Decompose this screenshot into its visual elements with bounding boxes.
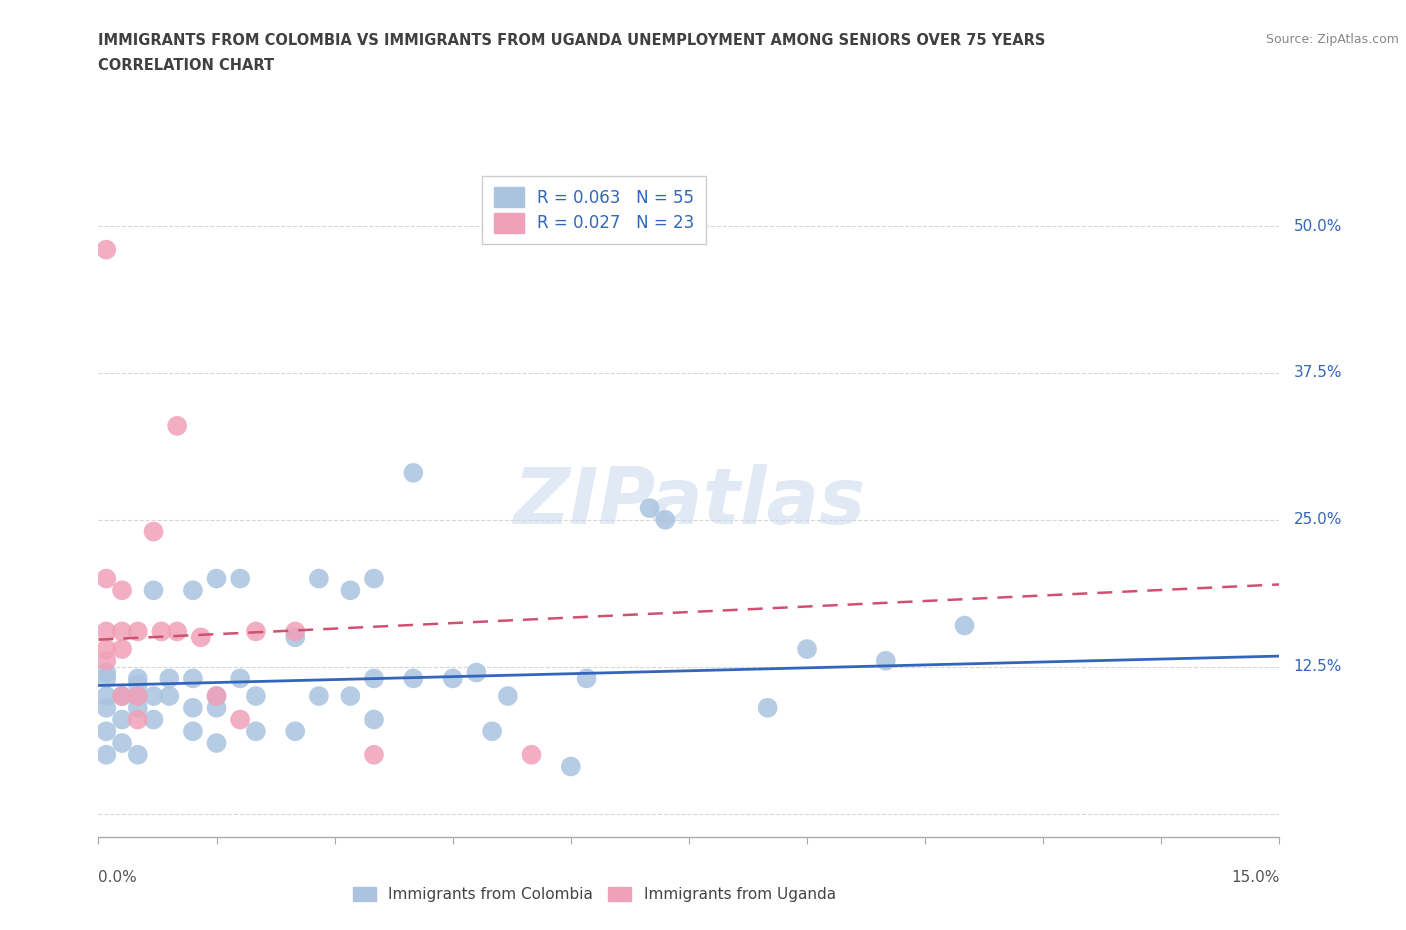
Point — [142, 583, 165, 598]
Point — [96, 700, 118, 715]
Point — [190, 630, 212, 644]
Point — [96, 654, 118, 669]
Legend: Immigrants from Colombia, Immigrants from Uganda: Immigrants from Colombia, Immigrants fro… — [346, 880, 844, 910]
Point — [363, 571, 385, 586]
Point — [654, 512, 676, 527]
Text: 25.0%: 25.0% — [1294, 512, 1341, 527]
Point — [96, 571, 118, 586]
Point — [96, 724, 118, 738]
Point — [796, 642, 818, 657]
Point — [756, 700, 779, 715]
Point — [96, 642, 118, 657]
Point — [284, 624, 307, 639]
Point — [181, 671, 204, 685]
Point — [245, 624, 267, 639]
Point — [111, 736, 134, 751]
Point — [875, 654, 897, 669]
Point — [205, 736, 228, 751]
Point — [496, 688, 519, 703]
Point — [465, 665, 488, 680]
Point — [181, 724, 204, 738]
Point — [402, 671, 425, 685]
Point — [363, 748, 385, 763]
Point — [308, 688, 330, 703]
Point — [157, 671, 180, 685]
Point — [127, 688, 149, 703]
Point — [111, 583, 134, 598]
Point — [181, 583, 204, 598]
Point — [363, 712, 385, 727]
Point — [402, 465, 425, 480]
Point — [245, 688, 267, 703]
Point — [142, 525, 165, 539]
Point — [111, 642, 134, 657]
Point — [127, 748, 149, 763]
Point — [127, 712, 149, 727]
Point — [339, 583, 361, 598]
Point — [245, 724, 267, 738]
Text: 12.5%: 12.5% — [1294, 659, 1341, 674]
Point — [953, 618, 976, 633]
Point — [284, 724, 307, 738]
Point — [205, 688, 228, 703]
Text: 50.0%: 50.0% — [1294, 219, 1341, 233]
Point — [157, 688, 180, 703]
Point — [142, 688, 165, 703]
Point — [96, 624, 118, 639]
Point — [481, 724, 503, 738]
Point — [96, 688, 118, 703]
Point — [111, 688, 134, 703]
Text: IMMIGRANTS FROM COLOMBIA VS IMMIGRANTS FROM UGANDA UNEMPLOYMENT AMONG SENIORS OV: IMMIGRANTS FROM COLOMBIA VS IMMIGRANTS F… — [98, 33, 1046, 47]
Text: Source: ZipAtlas.com: Source: ZipAtlas.com — [1265, 33, 1399, 46]
Point — [229, 671, 252, 685]
Point — [127, 688, 149, 703]
Text: 15.0%: 15.0% — [1232, 870, 1279, 884]
Point — [127, 700, 149, 715]
Point — [142, 712, 165, 727]
Point — [339, 688, 361, 703]
Point — [181, 700, 204, 715]
Point — [308, 571, 330, 586]
Text: ZIPatlas: ZIPatlas — [513, 464, 865, 540]
Point — [229, 571, 252, 586]
Text: 0.0%: 0.0% — [98, 870, 138, 884]
Point — [127, 624, 149, 639]
Point — [520, 748, 543, 763]
Point — [96, 665, 118, 680]
Point — [150, 624, 173, 639]
Point — [575, 671, 598, 685]
Point — [111, 712, 134, 727]
Point — [96, 242, 118, 257]
Point — [111, 624, 134, 639]
Point — [96, 671, 118, 685]
Point — [96, 748, 118, 763]
Text: 37.5%: 37.5% — [1294, 365, 1343, 380]
Point — [205, 571, 228, 586]
Point — [363, 671, 385, 685]
Point — [284, 630, 307, 644]
Point — [166, 418, 188, 433]
Point — [205, 688, 228, 703]
Point — [560, 759, 582, 774]
Point — [127, 671, 149, 685]
Point — [111, 688, 134, 703]
Text: CORRELATION CHART: CORRELATION CHART — [98, 58, 274, 73]
Point — [229, 712, 252, 727]
Point — [441, 671, 464, 685]
Point — [127, 677, 149, 692]
Point — [166, 624, 188, 639]
Point — [638, 500, 661, 515]
Point — [205, 700, 228, 715]
